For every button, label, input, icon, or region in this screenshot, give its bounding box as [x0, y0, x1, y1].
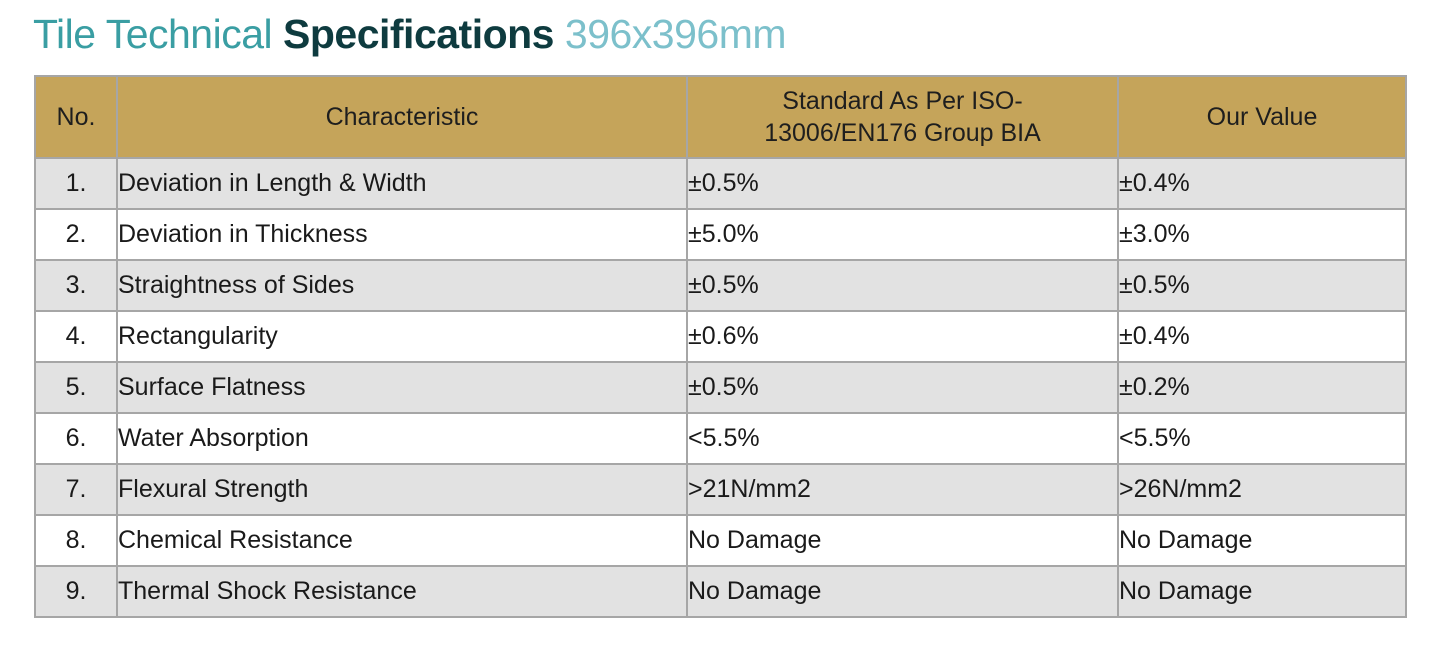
cell-no: 1.: [34, 157, 118, 210]
cell-characteristic: Chemical Resistance: [116, 514, 688, 567]
cell-our-value: No Damage: [1117, 565, 1407, 618]
title-prefix: Tile Technical: [33, 11, 284, 57]
table-row: 3. Straightness of Sides ±0.5% ±0.5%: [34, 259, 1407, 312]
table-row: 7. Flexural Strength >21N/mm2 >26N/mm2: [34, 463, 1407, 516]
cell-no: 8.: [34, 514, 118, 567]
header-our-value: Our Value: [1117, 75, 1407, 159]
cell-characteristic: Rectangularity: [116, 310, 688, 363]
cell-standard: <5.5%: [686, 412, 1119, 465]
table-row: 6. Water Absorption <5.5% <5.5%: [34, 412, 1407, 465]
cell-standard: ±0.5%: [686, 157, 1119, 210]
cell-characteristic: Deviation in Length & Width: [116, 157, 688, 210]
title-emphasis: Specifications: [283, 11, 554, 57]
header-characteristic: Characteristic: [116, 75, 688, 159]
cell-no: 4.: [34, 310, 118, 363]
table-row: 1. Deviation in Length & Width ±0.5% ±0.…: [34, 157, 1407, 210]
cell-characteristic: Water Absorption: [116, 412, 688, 465]
header-standard-label: Standard As Per ISO-13006/EN176 Group BI…: [764, 87, 1041, 147]
cell-no: 3.: [34, 259, 118, 312]
table-row: 8. Chemical Resistance No Damage No Dama…: [34, 514, 1407, 567]
cell-characteristic: Straightness of Sides: [116, 259, 688, 312]
cell-characteristic: Flexural Strength: [116, 463, 688, 516]
cell-characteristic: Deviation in Thickness: [116, 208, 688, 261]
cell-standard: No Damage: [686, 514, 1119, 567]
cell-our-value: ±0.2%: [1117, 361, 1407, 414]
cell-standard: ±5.0%: [686, 208, 1119, 261]
cell-our-value: No Damage: [1117, 514, 1407, 567]
cell-our-value: <5.5%: [1117, 412, 1407, 465]
cell-our-value: ±0.4%: [1117, 310, 1407, 363]
cell-our-value: ±0.4%: [1117, 157, 1407, 210]
cell-our-value: >26N/mm2: [1117, 463, 1407, 516]
table-row: 4. Rectangularity ±0.6% ±0.4%: [34, 310, 1407, 363]
table-header-row: No. Characteristic Standard As Per ISO-1…: [34, 75, 1407, 159]
cell-no: 7.: [34, 463, 118, 516]
header-standard: Standard As Per ISO-13006/EN176 Group BI…: [686, 75, 1119, 159]
table-row: 5. Surface Flatness ±0.5% ±0.2%: [34, 361, 1407, 414]
cell-no: 9.: [34, 565, 118, 618]
table-row: 2. Deviation in Thickness ±5.0% ±3.0%: [34, 208, 1407, 261]
cell-standard: No Damage: [686, 565, 1119, 618]
cell-standard: >21N/mm2: [686, 463, 1119, 516]
cell-characteristic: Thermal Shock Resistance: [116, 565, 688, 618]
cell-standard: ±0.6%: [686, 310, 1119, 363]
cell-standard: ±0.5%: [686, 361, 1119, 414]
title-size: 396x396mm: [554, 11, 787, 57]
cell-standard: ±0.5%: [686, 259, 1119, 312]
cell-characteristic: Surface Flatness: [116, 361, 688, 414]
header-no: No.: [34, 75, 118, 159]
cell-our-value: ±0.5%: [1117, 259, 1407, 312]
cell-no: 6.: [34, 412, 118, 465]
cell-no: 2.: [34, 208, 118, 261]
spec-table: No. Characteristic Standard As Per ISO-1…: [34, 75, 1407, 618]
table-row: 9. Thermal Shock Resistance No Damage No…: [34, 565, 1407, 618]
cell-our-value: ±3.0%: [1117, 208, 1407, 261]
cell-no: 5.: [34, 361, 118, 414]
page-title: Tile Technical Specifications 396x396mm: [33, 8, 787, 60]
